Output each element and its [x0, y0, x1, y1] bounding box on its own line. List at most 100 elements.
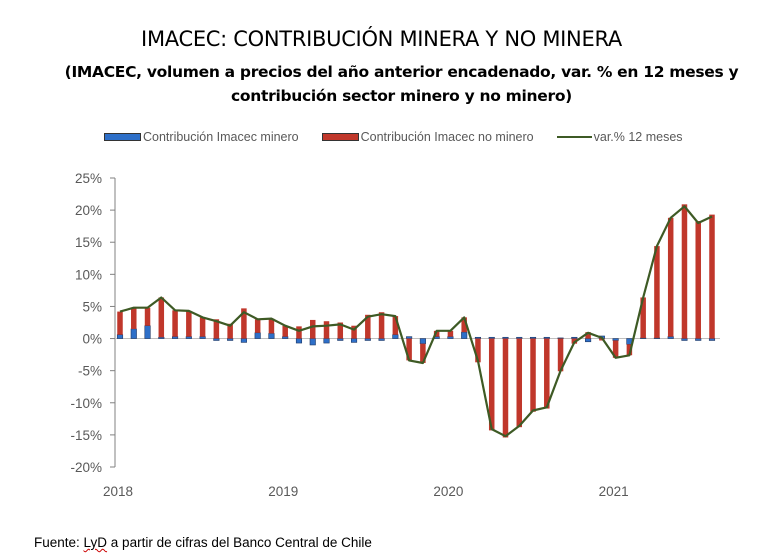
source-note: Fuente: LyD a partir de cifras del Banco… [34, 535, 372, 550]
bar-no-minero [172, 310, 178, 337]
bar-minero [612, 338, 619, 341]
bar-minero [158, 336, 165, 339]
bar-no-minero [351, 325, 357, 339]
bar-no-minero [667, 217, 674, 337]
legend-label-var: var.% 12 meses [593, 130, 683, 144]
bar-minero [516, 336, 523, 339]
bar-no-minero [557, 338, 564, 372]
bar-no-minero [199, 317, 206, 337]
legend-item-var: var.% 12 meses [556, 130, 683, 144]
bar-minero [240, 338, 247, 343]
bar-no-minero [502, 338, 509, 438]
bar-minero [461, 331, 468, 339]
bar-no-minero [654, 246, 660, 338]
bar-minero [585, 338, 592, 343]
y-tick-label: 15% [75, 235, 102, 250]
bar-no-minero [337, 322, 344, 339]
bar-minero [488, 336, 495, 339]
legend-label-no-minero: Contribución Imacec no minero [360, 130, 534, 144]
bar-minero [474, 336, 482, 339]
bar-minero [185, 336, 192, 339]
bar-minero [213, 338, 220, 341]
x-tick-label: 2020 [433, 484, 463, 499]
x-tick-label: 2018 [103, 484, 133, 499]
bar-minero [640, 337, 647, 339]
subtitle-line-2: contribución sector minero y no minero) [231, 87, 572, 105]
bar-no-minero [241, 308, 247, 339]
y-tick-label: -15% [70, 428, 102, 443]
bar-minero [529, 336, 537, 339]
bar-no-minero [681, 204, 688, 339]
bar-no-minero [131, 307, 137, 329]
bar-no-minero [626, 344, 633, 356]
bar-minero [667, 336, 674, 339]
bar-no-minero [461, 317, 467, 333]
bar-minero [406, 336, 413, 339]
source-author: LyD [83, 535, 108, 550]
line-var-12-meses [119, 205, 713, 438]
legend-label-minero: Contribución Imacec minero [143, 130, 299, 144]
y-tick-label: 5% [82, 299, 102, 314]
bar-no-minero [268, 318, 275, 334]
y-tick-label: -20% [70, 460, 102, 475]
bar-no-minero [420, 343, 426, 363]
bar-no-minero [378, 312, 385, 339]
bar-minero [309, 338, 316, 346]
bar-minero [130, 328, 137, 339]
chart-subtitle: (IMACEC, volumen a precios del año anter… [20, 60, 763, 108]
bar-minero [557, 337, 564, 339]
bar-minero [172, 336, 179, 339]
bar-minero [502, 336, 509, 339]
bar-no-minero [475, 338, 481, 363]
bar-minero [323, 338, 330, 344]
legend-swatch-minero [104, 133, 141, 141]
bar-minero [227, 338, 234, 341]
bar-minero [268, 333, 275, 339]
legend-swatch-no-minero [321, 133, 359, 141]
chart-legend: Contribución Imacec minero Contribución … [104, 128, 706, 146]
bar-minero [364, 338, 371, 341]
chart-title: IMACEC: CONTRIBUCIÓN MINERA Y NO MINERA [141, 27, 622, 51]
bar-no-minero [516, 338, 523, 428]
bar-minero [295, 338, 303, 344]
bar-no-minero [323, 321, 330, 339]
bar-no-minero [158, 297, 165, 338]
bar-layer [116, 204, 716, 438]
bar-minero [419, 338, 426, 344]
y-tick-label: -10% [70, 396, 102, 411]
line-layer [119, 205, 713, 438]
bar-no-minero [186, 310, 192, 337]
bar-minero [254, 332, 261, 339]
bar-no-minero [213, 319, 220, 339]
bar-minero [144, 325, 151, 339]
bar-minero [199, 336, 206, 339]
bar-no-minero [365, 314, 371, 339]
bar-no-minero [227, 323, 233, 339]
bar-minero [708, 338, 716, 341]
bar-minero [378, 338, 385, 341]
bar-no-minero [709, 214, 715, 339]
bar-no-minero [282, 325, 288, 337]
x-tick-label: 2019 [268, 484, 298, 499]
subtitle-line-1: (IMACEC, volumen a precios del año anter… [64, 63, 739, 81]
bar-no-minero [544, 338, 550, 409]
bar-no-minero [406, 338, 412, 361]
legend-item-minero: Contribución Imacec minero [104, 130, 299, 144]
bar-no-minero [309, 319, 316, 339]
bar-no-minero [640, 297, 646, 338]
y-tick-label: 25% [75, 171, 102, 186]
axis-layer: 25% 20% 15% 10% 5% 0% -5% -10% -15% -20%2018 2019 2… [70, 171, 720, 499]
bar-no-minero [612, 340, 619, 358]
y-tick-label: -5% [78, 364, 102, 379]
bar-no-minero [433, 330, 440, 337]
bar-no-minero [447, 330, 454, 337]
bar-no-minero [117, 311, 123, 335]
bar-no-minero [530, 338, 536, 412]
source-suffix: a partir de cifras del Banco Central de … [107, 535, 372, 550]
legend-item-no-minero: Contribución Imacec no minero [321, 130, 534, 144]
bar-no-minero [695, 221, 701, 339]
legend-swatch-var [556, 136, 592, 138]
bar-minero [653, 337, 660, 339]
bar-minero [282, 336, 289, 339]
bar-minero [116, 334, 124, 339]
